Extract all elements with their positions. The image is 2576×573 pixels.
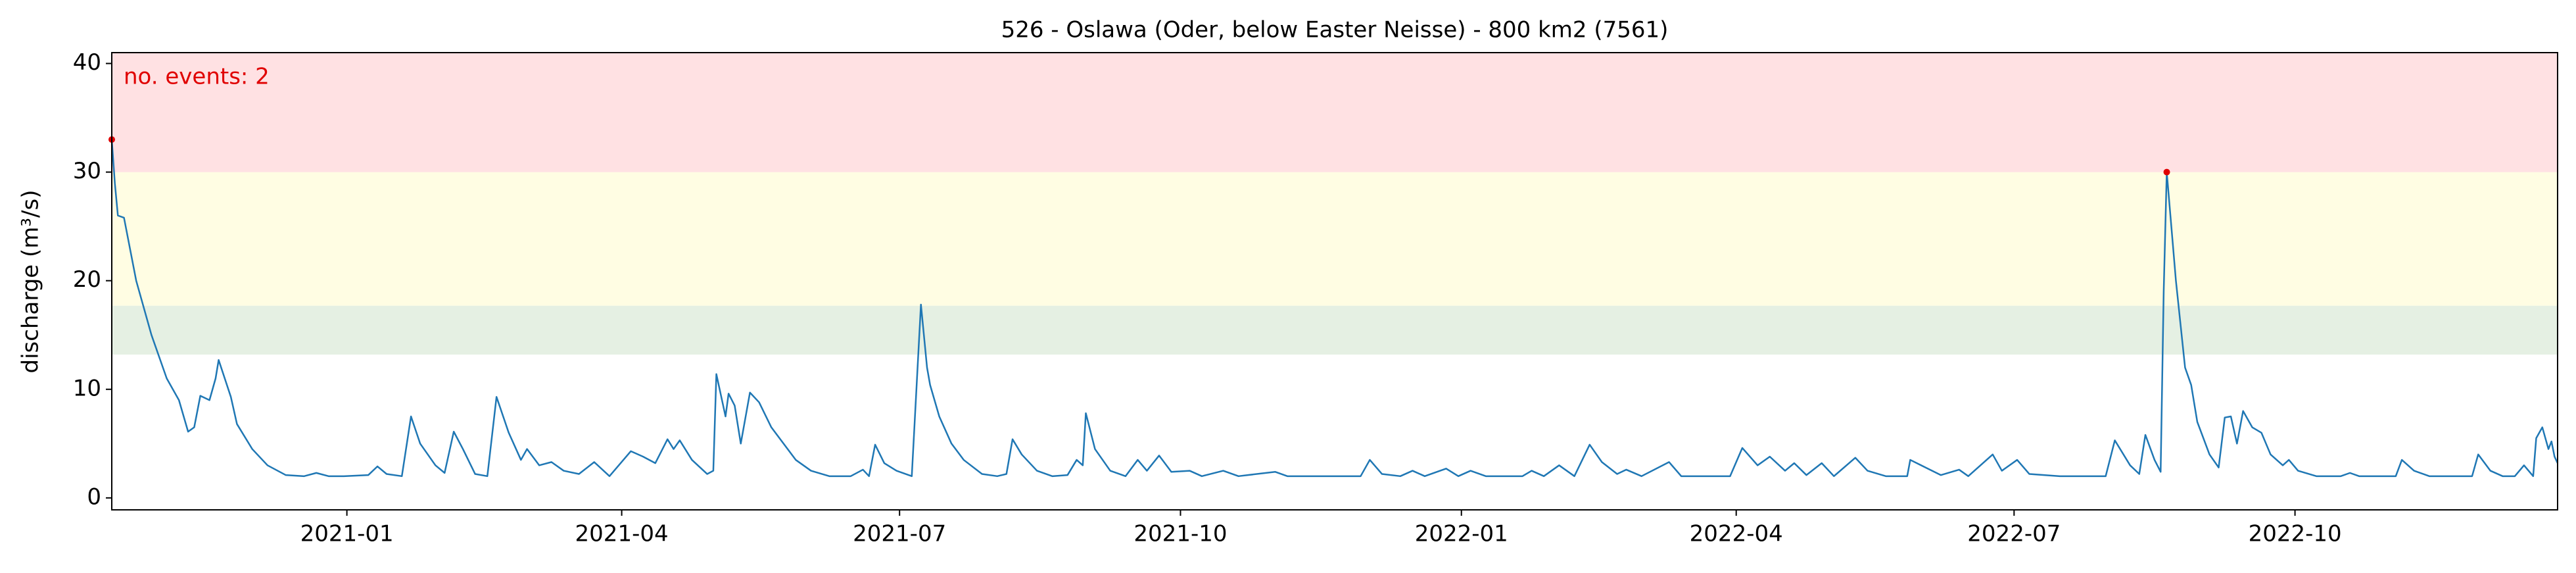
- y-tick-label: 30: [73, 158, 101, 184]
- y-axis-label: discharge (m³/s): [18, 190, 44, 374]
- x-tick-label: 2022-01: [1415, 521, 1508, 547]
- y-tick-label: 10: [73, 375, 101, 401]
- threshold-band: [112, 305, 2558, 355]
- discharge-line: [110, 139, 2559, 478]
- y-tick-label: 40: [73, 49, 101, 76]
- x-tick-label: 2021-01: [300, 521, 394, 547]
- y-tick-label: 0: [87, 484, 101, 510]
- x-tick-label: 2021-04: [575, 521, 669, 547]
- x-tick-label: 2022-10: [2249, 521, 2342, 547]
- y-tick-label: 20: [73, 266, 101, 293]
- x-tick-label: 2021-10: [1133, 521, 1227, 547]
- x-tick-label: 2022-04: [1690, 521, 1783, 547]
- threshold-band: [112, 53, 2558, 172]
- chart-title: 526 - Oslawa (Oder, below Easter Neisse)…: [1001, 17, 1669, 43]
- event-count: no. events: 2: [124, 64, 270, 90]
- x-tick-label: 2021-07: [853, 521, 946, 547]
- event-marker: [2163, 168, 2170, 176]
- threshold-band: [112, 172, 2558, 306]
- x-tick-label: 2022-07: [1967, 521, 2061, 547]
